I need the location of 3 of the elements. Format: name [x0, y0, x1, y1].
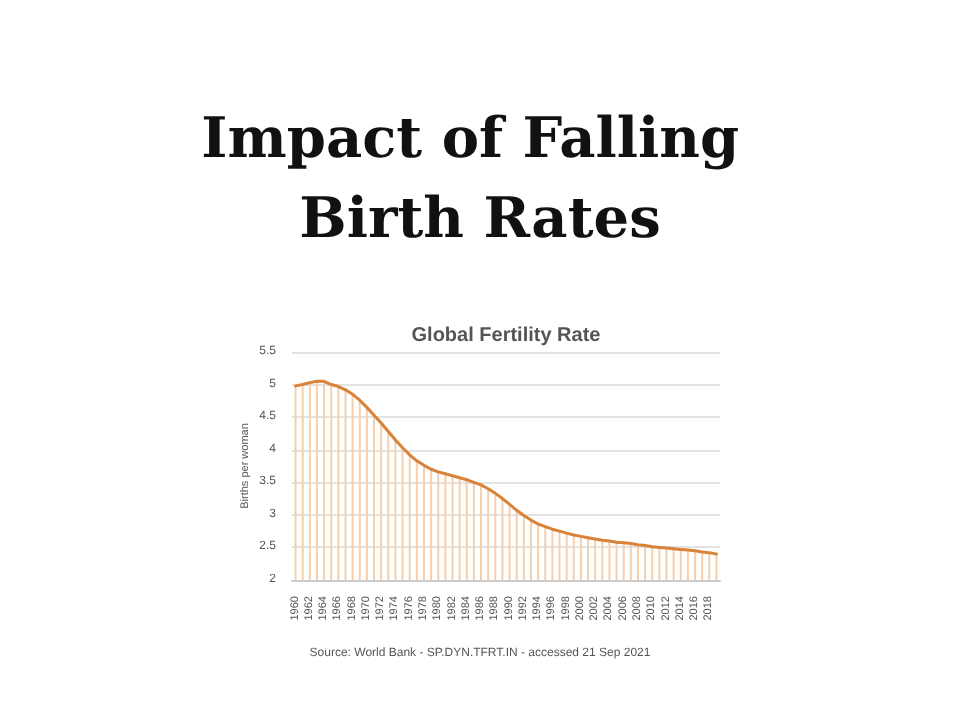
- line-series: [294, 379, 718, 556]
- chart-subtitle: Global Fertility Rate: [411, 325, 602, 347]
- chart-title: Impact of Falling Birth Rates: [201, 105, 759, 251]
